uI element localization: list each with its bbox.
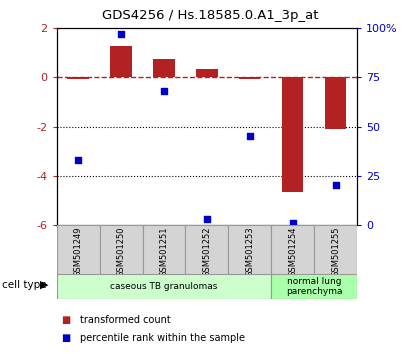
Text: ■: ■ <box>61 315 70 325</box>
Bar <box>57 274 271 299</box>
Text: ▶: ▶ <box>40 280 48 290</box>
Point <box>160 88 167 94</box>
Point <box>247 133 253 139</box>
Text: cell type: cell type <box>2 280 47 290</box>
Point <box>75 157 81 163</box>
Point <box>118 32 124 37</box>
Bar <box>239 78 260 79</box>
Text: GSM501254: GSM501254 <box>288 226 297 277</box>
Text: normal lung
parenchyma: normal lung parenchyma <box>286 277 342 296</box>
Text: percentile rank within the sample: percentile rank within the sample <box>80 333 245 343</box>
Text: transformed count: transformed count <box>80 315 171 325</box>
Text: GSM501253: GSM501253 <box>245 226 254 277</box>
Bar <box>153 59 175 78</box>
Bar <box>57 225 100 274</box>
Text: GSM501249: GSM501249 <box>74 226 83 277</box>
Bar <box>271 274 357 299</box>
Bar <box>185 225 228 274</box>
Text: ■: ■ <box>61 333 70 343</box>
Bar <box>110 46 132 78</box>
Text: GSM501252: GSM501252 <box>202 226 211 277</box>
Point <box>289 220 296 225</box>
Bar <box>100 225 142 274</box>
Bar <box>68 78 89 79</box>
Text: GDS4256 / Hs.18585.0.A1_3p_at: GDS4256 / Hs.18585.0.A1_3p_at <box>102 9 318 22</box>
Text: caseous TB granulomas: caseous TB granulomas <box>110 282 218 291</box>
Point <box>204 216 210 222</box>
Bar <box>142 225 185 274</box>
Bar <box>314 225 357 274</box>
Bar <box>196 69 218 78</box>
Text: GSM501250: GSM501250 <box>117 226 126 277</box>
Bar <box>228 225 271 274</box>
Point <box>332 183 339 188</box>
Text: GSM501251: GSM501251 <box>160 226 168 277</box>
Text: GSM501255: GSM501255 <box>331 226 340 277</box>
Bar <box>325 78 346 129</box>
Bar <box>282 78 303 192</box>
Bar <box>271 225 314 274</box>
